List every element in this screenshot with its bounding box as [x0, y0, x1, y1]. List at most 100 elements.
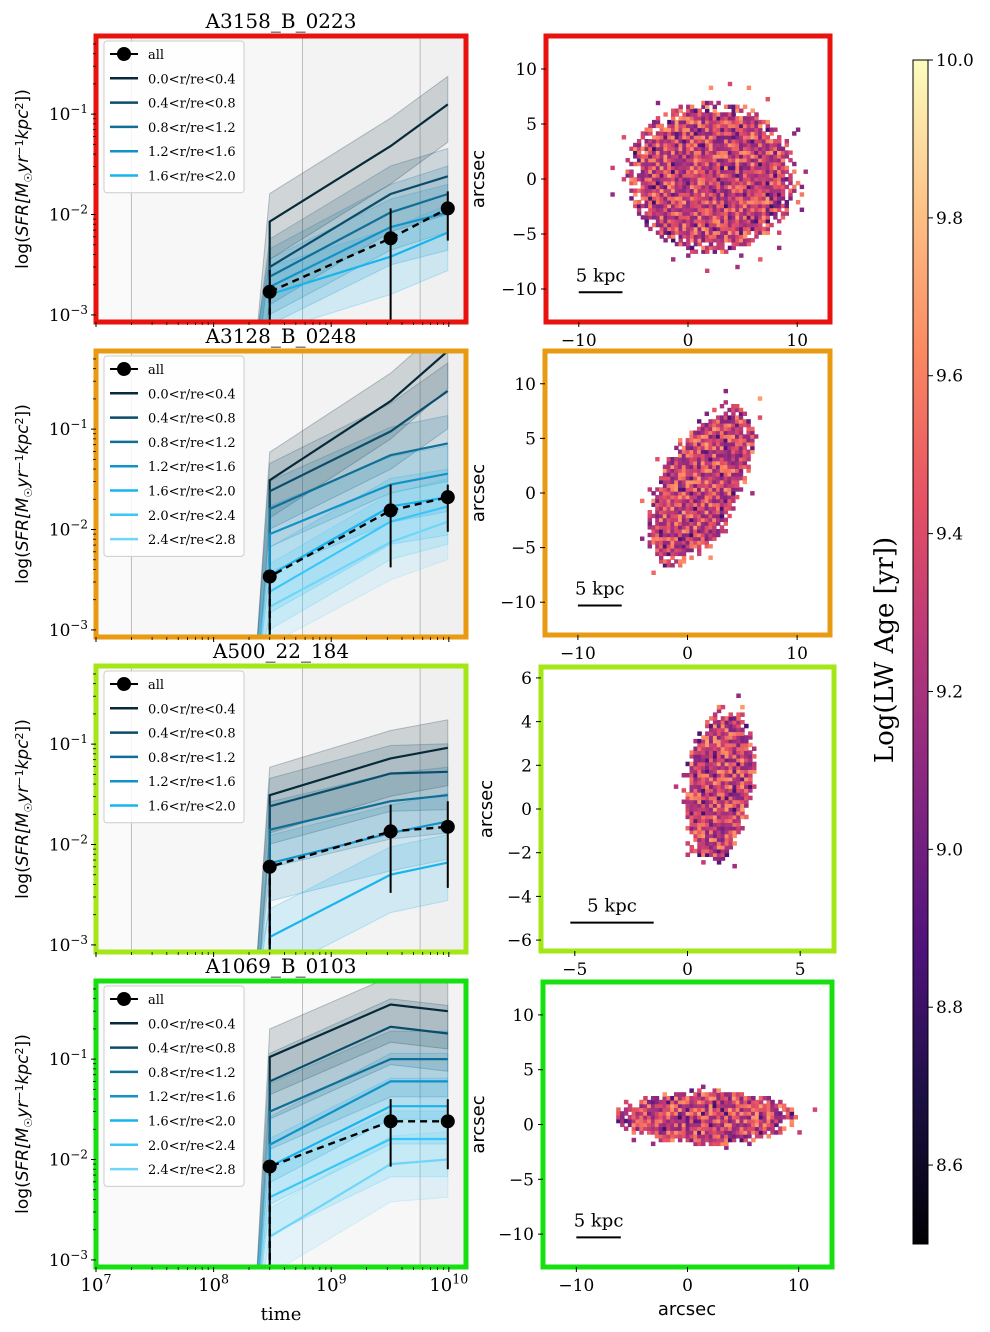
age-pixel	[705, 837, 710, 842]
age-pixel	[685, 468, 690, 473]
age-pixel	[728, 1103, 733, 1109]
age-pixel	[746, 142, 752, 148]
age-pixel	[750, 180, 755, 186]
age-pixel	[639, 1130, 644, 1135]
age-pixel	[659, 494, 664, 500]
age-pixel	[765, 173, 770, 178]
age-pixel	[746, 161, 752, 167]
age-pixel	[750, 116, 755, 121]
age-pixel	[744, 723, 749, 729]
y-axis-label-part: ])	[13, 404, 33, 417]
age-pixel	[754, 119, 759, 125]
age-pixel	[754, 127, 759, 132]
age-pixel	[735, 180, 740, 186]
age-pixel	[780, 169, 786, 174]
age-pixel	[674, 135, 680, 140]
age-pixel	[719, 517, 725, 522]
age-pixel	[754, 222, 759, 228]
age-pixel	[780, 173, 786, 178]
age-pixel	[727, 494, 732, 500]
age-pixel	[659, 173, 664, 178]
age-pixel	[689, 135, 695, 140]
age-pixel	[728, 1092, 733, 1097]
age-pixel	[716, 826, 722, 831]
age-pixel	[704, 1092, 710, 1097]
age-pixel	[648, 215, 653, 220]
age-pixel	[655, 517, 660, 522]
age-pixel	[709, 807, 714, 812]
age-pixel	[682, 234, 687, 239]
age-pixel	[731, 150, 736, 155]
age-pixel	[728, 761, 733, 767]
age-pixel	[739, 238, 744, 243]
age-pixel	[724, 1141, 729, 1147]
age-pixel	[701, 211, 706, 216]
age-pixel	[724, 161, 729, 167]
age-pixel	[731, 1111, 737, 1116]
age-pixel	[712, 158, 717, 163]
y-axis-label-part: [M	[13, 182, 33, 204]
age-pixel	[723, 449, 728, 454]
age-pixel	[731, 460, 736, 466]
age-pixel	[693, 1118, 698, 1124]
age-pixel	[670, 1126, 675, 1131]
age-pixel	[735, 441, 740, 447]
age-pixel	[727, 441, 732, 447]
age-pixel	[701, 1122, 706, 1128]
age-pixel	[682, 180, 687, 186]
age-pixel	[769, 177, 774, 182]
age-pixel	[716, 150, 721, 155]
age-pixel	[652, 215, 657, 220]
age-pixel	[716, 720, 722, 725]
age-pixel	[728, 750, 733, 755]
age-pixel	[686, 203, 691, 209]
age-pixel	[685, 487, 690, 492]
age-pixel	[781, 1107, 787, 1112]
age-pixel	[636, 207, 642, 212]
age-pixel	[774, 1118, 779, 1124]
age-pixel	[693, 150, 699, 155]
age-pixel	[723, 426, 728, 432]
age-pixel	[671, 234, 676, 239]
age-pixel	[616, 1118, 621, 1124]
y-tick-label: 10−2	[49, 517, 88, 540]
age-pixel	[689, 215, 695, 220]
age-pixel	[697, 799, 702, 804]
age-pixel	[720, 735, 726, 740]
age-pixel	[678, 222, 683, 228]
age-pixel	[758, 139, 763, 144]
age-pixel	[780, 215, 786, 220]
age-pixel	[655, 131, 661, 136]
age-pixel	[735, 200, 740, 205]
age-pixel	[689, 196, 695, 201]
age-pixel	[731, 445, 736, 451]
age-pixel	[746, 430, 751, 435]
age-pixel	[739, 1111, 744, 1116]
y-tick-label-exp: −2	[70, 832, 88, 846]
age-pixel	[697, 769, 702, 774]
age-pixel	[761, 177, 767, 182]
age-pixel	[773, 165, 778, 171]
age-bin-shade	[302, 36, 421, 322]
age-pixel	[735, 158, 740, 163]
y-axis-label: log(SFR[M☉yr−1kpc2])	[13, 719, 35, 899]
age-pixel	[663, 154, 668, 159]
age-pixel	[705, 845, 710, 850]
age-pixel	[712, 487, 717, 492]
age-pixel	[731, 203, 736, 209]
age-pixel	[705, 119, 710, 125]
legend-series-label: 1.2<r/re<1.6	[148, 460, 236, 475]
age-pixel	[678, 173, 683, 178]
age-pixel	[693, 822, 698, 827]
age-pixel	[697, 1122, 702, 1128]
age-pixel	[739, 253, 744, 258]
age-pixel	[724, 742, 730, 748]
age-pixel	[738, 472, 744, 477]
age-pixel	[740, 727, 745, 733]
age-pixel	[780, 177, 786, 182]
age-pixel	[712, 464, 717, 469]
age-pixel	[735, 1126, 741, 1131]
age-pixel	[662, 1126, 667, 1131]
age-pixel	[773, 158, 778, 163]
age-pixel	[686, 116, 691, 121]
